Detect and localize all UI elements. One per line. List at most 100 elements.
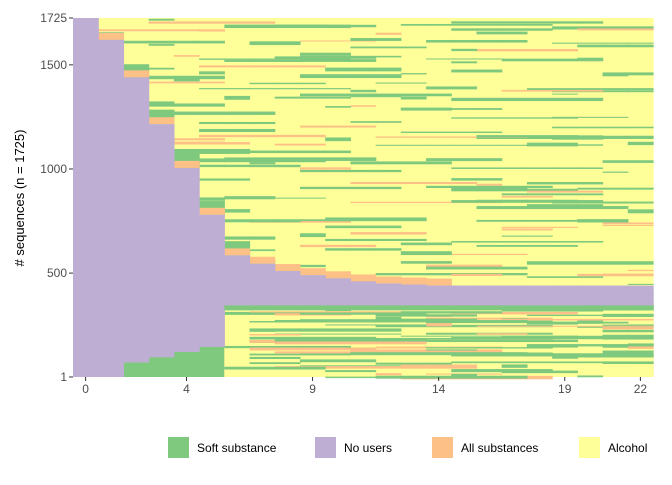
soft-substance-segment (401, 94, 427, 97)
soft-substance-segment (426, 305, 452, 310)
soft-substance-segment (123, 362, 149, 377)
x-tick-label: 0 (82, 382, 89, 396)
soft-substance-segment (224, 150, 250, 154)
soft-substance-segment (376, 248, 402, 250)
soft-substance-segment (224, 60, 250, 62)
soft-substance-segment (376, 363, 402, 365)
soft-substance-segment (527, 21, 553, 23)
all-substances-segment (401, 278, 427, 285)
soft-substance-segment (199, 103, 225, 106)
soft-substance-segment (476, 24, 502, 26)
soft-substance-segment (577, 137, 603, 140)
soft-substance-segment (401, 311, 427, 313)
soft-substance-segment (527, 167, 553, 169)
soft-substance-segment (426, 186, 452, 188)
soft-substance-segment (224, 165, 250, 167)
all-substances-segment (527, 312, 553, 314)
soft-substance-segment (603, 90, 629, 92)
soft-substance-segment (350, 74, 376, 78)
all-substances-segment (451, 274, 477, 276)
soft-substance-segment (300, 354, 326, 356)
all-substances-segment (224, 142, 250, 144)
soft-substance-segment (325, 305, 351, 310)
soft-substance-segment (199, 71, 225, 74)
soft-substance-segment (451, 86, 477, 89)
soft-substance-segment (376, 47, 402, 49)
soft-substance-segment (426, 40, 452, 43)
soft-substance-segment (426, 243, 452, 246)
soft-substance-segment (603, 261, 629, 264)
soft-substance-segment (250, 60, 276, 62)
all-substances-segment (275, 65, 301, 67)
all-substances-segment (376, 342, 402, 345)
soft-substance-segment (476, 245, 502, 247)
all-substances-segment (502, 326, 528, 327)
all-substances-segment (300, 348, 326, 351)
all-substances-segment (250, 348, 276, 351)
soft-substance-segment (300, 170, 326, 172)
no-users-segment (376, 284, 402, 307)
soft-substance-segment (628, 43, 654, 44)
soft-substance-segment (426, 311, 452, 313)
y-tick-label: 1500 (40, 58, 67, 72)
all-substances-segment (628, 222, 654, 224)
all-substances-segment (628, 270, 654, 271)
soft-substance-segment (325, 187, 351, 189)
soft-substance-segment (250, 305, 276, 310)
soft-substance-segment (577, 202, 603, 204)
y-tick-label: 1725 (40, 11, 67, 25)
soft-substance-segment (552, 361, 578, 363)
soft-substance-segment (577, 305, 603, 310)
soft-substance-segment (401, 161, 427, 164)
soft-substance-segment (628, 338, 654, 340)
all-substances-segment (502, 312, 528, 314)
all-substances-segment (376, 33, 402, 35)
soft-substance-segment (401, 376, 427, 379)
soft-substance-segment (250, 151, 276, 154)
soft-substance-segment (275, 56, 301, 58)
soft-substance-segment (476, 369, 502, 372)
no-users-segment (401, 285, 427, 307)
legend-label: All substances (461, 441, 538, 455)
soft-substance-segment (426, 145, 452, 146)
y-tick-label: 1 (60, 370, 67, 384)
all-substances-segment (628, 326, 654, 327)
soft-substance-segment (502, 220, 528, 222)
all-substances-segment (98, 33, 124, 40)
soft-substance-segment (426, 349, 452, 350)
soft-substance-segment (224, 209, 250, 213)
soft-substance-segment (552, 204, 578, 208)
soft-substance-segment (502, 145, 528, 146)
soft-substance-segment (401, 352, 427, 355)
soft-substance-segment (250, 162, 276, 164)
soft-substance-segment (250, 88, 276, 89)
soft-substance-segment (224, 58, 250, 59)
soft-substance-segment (603, 88, 629, 90)
all-substances-segment (552, 191, 578, 193)
soft-substance-segment (401, 261, 427, 264)
soft-substance-segment (426, 86, 452, 89)
soft-substance-segment (300, 359, 326, 362)
soft-substance-segment (628, 209, 654, 213)
soft-substance-segment (451, 132, 477, 133)
soft-substance-segment (250, 220, 276, 222)
soft-substance-segment (275, 320, 301, 323)
soft-substance-segment (376, 273, 402, 275)
all-substances-segment (527, 228, 553, 230)
all-substances-segment (123, 29, 149, 31)
all-substances-segment (199, 29, 225, 31)
soft-substance-segment (426, 161, 452, 164)
soft-substance-segment (577, 98, 603, 101)
soft-substance-segment (552, 182, 578, 184)
soft-substance-segment (552, 202, 578, 204)
soft-substance-segment (577, 193, 603, 195)
soft-substance-segment (426, 108, 452, 111)
soft-substance-segment (224, 122, 250, 124)
soft-substance-segment (149, 19, 175, 21)
soft-substance-segment (376, 38, 402, 41)
soft-substance-segment (552, 305, 578, 310)
all-substances-segment (603, 327, 629, 329)
all-substances-segment (476, 326, 502, 327)
soft-substance-segment (552, 117, 578, 118)
all-substances-segment (275, 313, 301, 316)
